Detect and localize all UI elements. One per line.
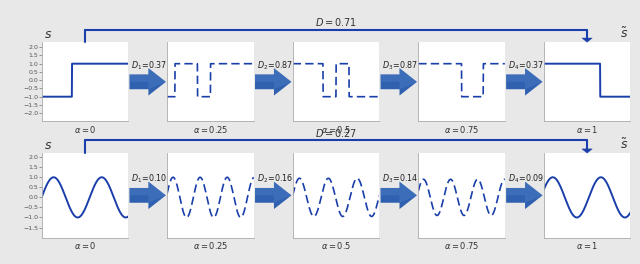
X-axis label: $\alpha=0.25$: $\alpha=0.25$ <box>193 240 228 251</box>
Text: $\tilde{s}$: $\tilde{s}$ <box>620 137 628 152</box>
X-axis label: $\alpha=0.25$: $\alpha=0.25$ <box>193 124 228 135</box>
X-axis label: $\alpha=0.75$: $\alpha=0.75$ <box>444 124 479 135</box>
X-axis label: $\alpha=0$: $\alpha=0$ <box>74 240 96 251</box>
Text: $\mathit{D = 0.71}$: $\mathit{D = 0.71}$ <box>316 16 356 28</box>
X-axis label: $\alpha=1$: $\alpha=1$ <box>576 240 598 251</box>
Text: $D_4\!=\!0.37$: $D_4\!=\!0.37$ <box>508 59 545 72</box>
X-axis label: $\alpha=0$: $\alpha=0$ <box>74 124 96 135</box>
X-axis label: $\alpha=0.75$: $\alpha=0.75$ <box>444 240 479 251</box>
X-axis label: $\alpha=1$: $\alpha=1$ <box>576 124 598 135</box>
Text: $s$: $s$ <box>44 28 52 41</box>
Text: $D_4\!=\!0.09$: $D_4\!=\!0.09$ <box>508 173 545 185</box>
Text: $D_3\!=\!0.14$: $D_3\!=\!0.14$ <box>383 173 419 185</box>
X-axis label: $\alpha=0.5$: $\alpha=0.5$ <box>321 240 351 251</box>
Text: $D_2\!=\!0.16$: $D_2\!=\!0.16$ <box>257 173 293 185</box>
Text: $D_3\!=\!0.87$: $D_3\!=\!0.87$ <box>383 59 419 72</box>
Text: $D_1\!=\!0.37$: $D_1\!=\!0.37$ <box>131 59 168 72</box>
X-axis label: $\alpha=0.5$: $\alpha=0.5$ <box>321 124 351 135</box>
Text: $s$: $s$ <box>44 139 52 152</box>
Text: $\mathit{D = 0.27}$: $\mathit{D = 0.27}$ <box>315 127 357 139</box>
Text: $\tilde{s}$: $\tilde{s}$ <box>620 26 628 41</box>
Text: $D_2\!=\!0.87$: $D_2\!=\!0.87$ <box>257 59 293 72</box>
Text: $D_1\!=\!0.10$: $D_1\!=\!0.10$ <box>131 173 168 185</box>
